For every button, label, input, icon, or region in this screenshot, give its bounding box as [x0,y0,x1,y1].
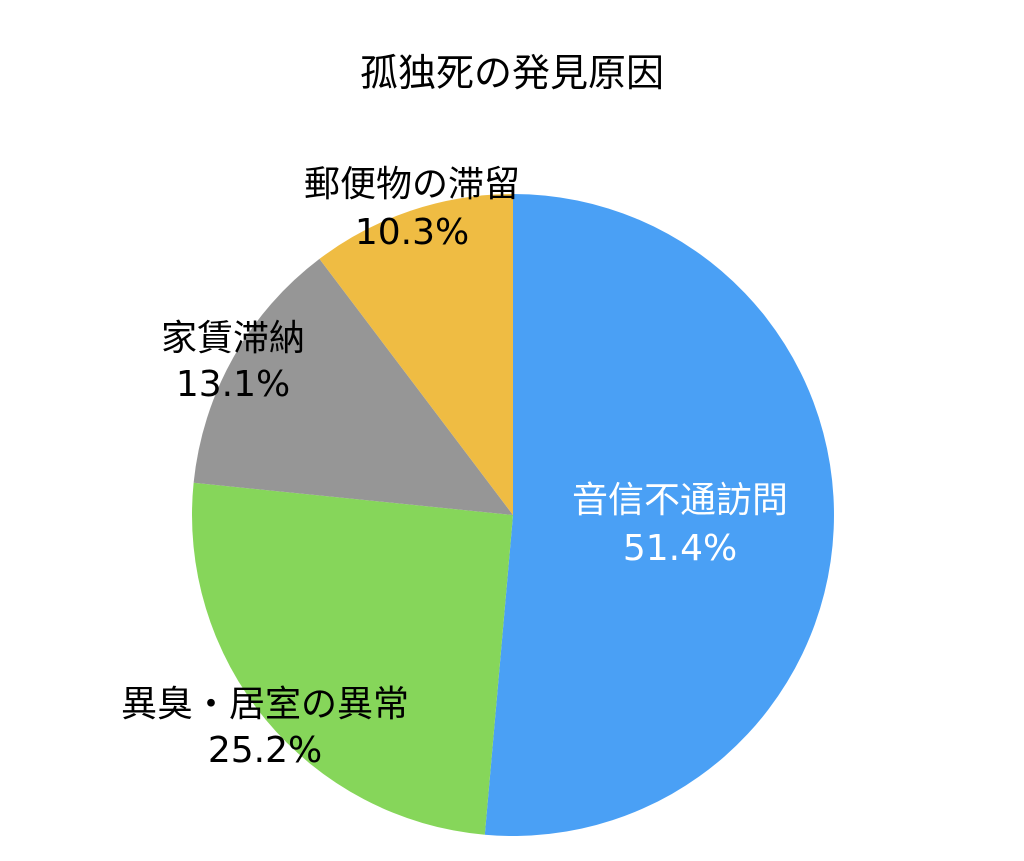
slice-value-label: 51.4% [623,528,737,569]
pie-slice-4 [319,194,513,515]
slice-value-label: 25.2% [208,730,322,771]
slice-category-label: 異臭・居室の異常 [121,684,409,725]
slice-category-label: 郵便物の滞留 [304,164,520,205]
pie-slice-2 [191,482,513,835]
chart-title: 孤独死の発見原因 [360,51,664,95]
pie-slices [191,194,834,836]
slice-category-label: 家賃滞納 [161,318,305,359]
pie-slice-3 [193,258,513,515]
pie-labels: 音信不通訪問 51.4% 異臭・居室の異常 25.2% 家賃滞納 13.1% 郵便物の滞留 1… [121,164,788,771]
pie-slice-1 [484,194,834,836]
slice-value-label: 10.3% [355,212,469,253]
slice-category-label: 音信不通訪問 [572,480,788,521]
slice-value-label: 13.1% [176,364,290,405]
